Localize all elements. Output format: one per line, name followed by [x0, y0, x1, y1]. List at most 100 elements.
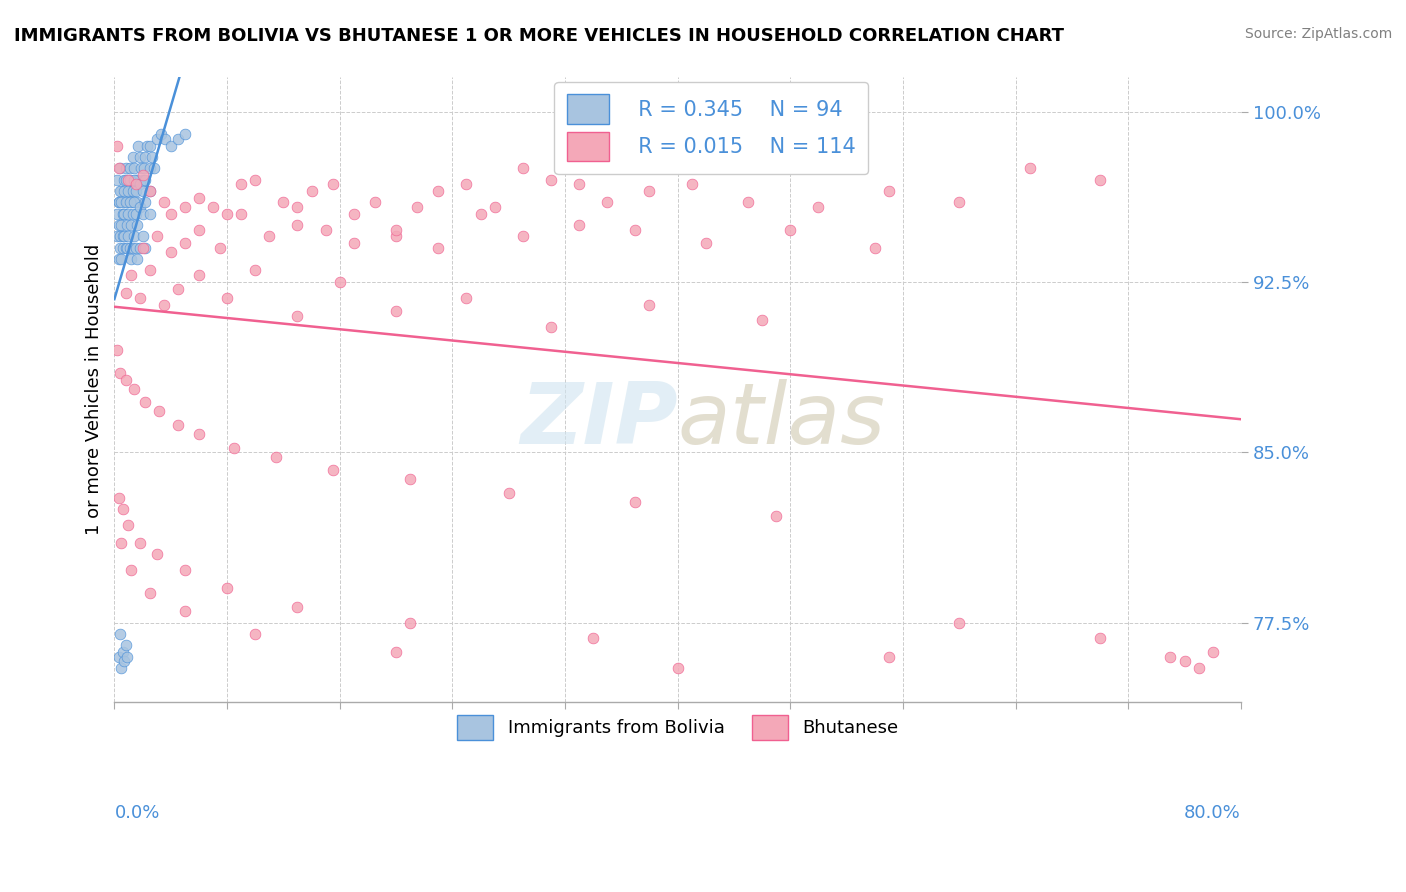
Point — [108, 366, 131, 380]
Point — [117, 207, 139, 221]
Point — [322, 463, 344, 477]
Point — [131, 241, 153, 255]
Point — [114, 638, 136, 652]
Point — [120, 184, 142, 198]
Point — [149, 127, 172, 141]
Point — [231, 207, 253, 221]
Point — [128, 177, 150, 191]
Point — [107, 195, 129, 210]
Point — [131, 229, 153, 244]
Text: atlas: atlas — [678, 379, 886, 462]
Point — [131, 168, 153, 182]
Point — [134, 395, 156, 409]
Point — [807, 200, 830, 214]
Point — [385, 304, 408, 318]
Point — [115, 649, 138, 664]
Point — [948, 195, 970, 210]
Point — [470, 207, 492, 221]
Point — [596, 195, 619, 210]
Point — [159, 138, 181, 153]
Point — [215, 291, 238, 305]
Point — [399, 615, 422, 630]
Point — [118, 161, 141, 176]
Point — [385, 645, 408, 659]
Point — [540, 172, 562, 186]
Point — [112, 172, 135, 186]
Point — [135, 138, 157, 153]
Point — [111, 241, 134, 255]
Point — [695, 236, 717, 251]
Point — [138, 207, 160, 221]
Point — [427, 241, 450, 255]
Text: 0.0%: 0.0% — [114, 805, 160, 822]
Point — [128, 536, 150, 550]
Point — [122, 229, 145, 244]
Point — [120, 268, 142, 282]
Point — [114, 172, 136, 186]
Point — [153, 132, 176, 146]
Point — [117, 172, 139, 186]
Point — [131, 207, 153, 221]
Point — [152, 297, 174, 311]
Point — [173, 604, 195, 618]
Point — [638, 184, 661, 198]
Point — [287, 218, 309, 232]
Text: 80.0%: 80.0% — [1184, 805, 1241, 822]
Point — [110, 218, 132, 232]
Point — [166, 132, 188, 146]
Point — [121, 207, 143, 221]
Point — [110, 195, 132, 210]
Point — [166, 417, 188, 432]
Point — [111, 207, 134, 221]
Point — [112, 654, 135, 668]
Point — [456, 291, 478, 305]
Point — [128, 200, 150, 214]
Point — [863, 241, 886, 255]
Point — [315, 222, 337, 236]
Point — [111, 229, 134, 244]
Point — [427, 184, 450, 198]
Point — [145, 548, 167, 562]
Point — [125, 218, 148, 232]
Point — [173, 200, 195, 214]
Point — [1018, 161, 1040, 176]
Point — [343, 207, 366, 221]
Point — [124, 172, 146, 186]
Y-axis label: 1 or more Vehicles in Household: 1 or more Vehicles in Household — [86, 244, 103, 535]
Point — [245, 172, 267, 186]
Point — [399, 472, 422, 486]
Point — [125, 252, 148, 267]
Point — [1188, 661, 1211, 675]
Point — [107, 218, 129, 232]
Point — [122, 172, 145, 186]
Point — [456, 177, 478, 191]
Point — [107, 491, 129, 505]
Point — [134, 172, 156, 186]
Point — [114, 195, 136, 210]
Point — [120, 195, 142, 210]
Point — [107, 161, 129, 176]
Point — [138, 184, 160, 198]
Point — [124, 241, 146, 255]
Point — [129, 161, 152, 176]
Point — [124, 207, 146, 221]
Point — [128, 150, 150, 164]
Point — [117, 229, 139, 244]
Point — [110, 252, 132, 267]
Point — [159, 207, 181, 221]
Point — [287, 200, 309, 214]
Point — [124, 184, 146, 198]
Point — [638, 297, 661, 311]
Point — [118, 195, 141, 210]
Point — [187, 268, 209, 282]
Point — [1174, 654, 1197, 668]
Point — [105, 343, 128, 357]
Point — [141, 150, 163, 164]
Point — [125, 172, 148, 186]
Point — [1202, 645, 1225, 659]
Point — [107, 649, 129, 664]
Point — [122, 195, 145, 210]
Point — [948, 615, 970, 630]
Legend: Immigrants from Bolivia, Bhutanese: Immigrants from Bolivia, Bhutanese — [449, 706, 907, 749]
Point — [142, 161, 165, 176]
